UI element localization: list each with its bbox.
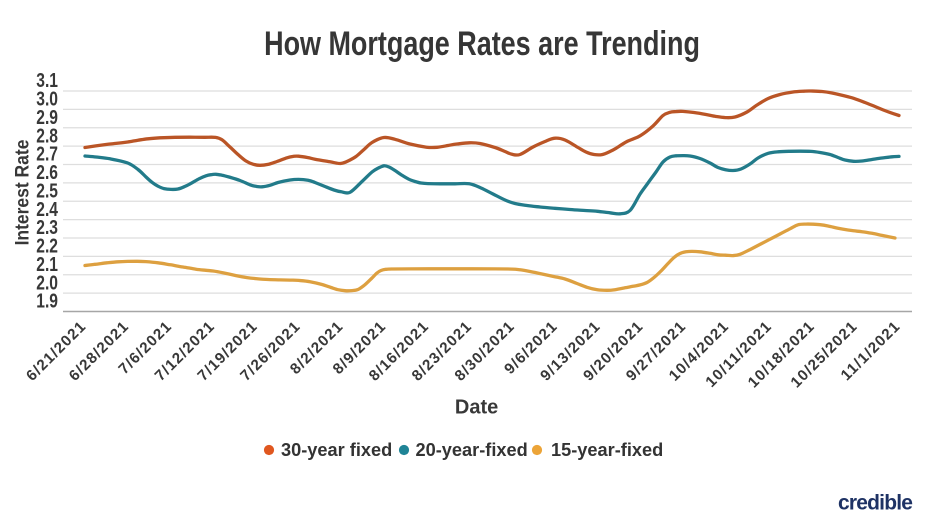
svg-text:2.0: 2.0: [36, 272, 58, 294]
svg-text:15-year-fixed: 15-year-fixed: [551, 440, 663, 460]
svg-text:2.1: 2.1: [36, 254, 58, 276]
svg-text:30-year fixed: 30-year fixed: [281, 440, 392, 460]
svg-text:2.9: 2.9: [36, 107, 58, 129]
svg-text:2.4: 2.4: [36, 199, 58, 221]
svg-text:How Mortgage Rates are Trendin: How Mortgage Rates are Trending: [264, 24, 700, 63]
svg-text:3.0: 3.0: [36, 89, 58, 111]
svg-text:3.1: 3.1: [36, 70, 58, 92]
svg-text:1.9: 1.9: [36, 291, 58, 313]
svg-text:credible: credible: [838, 492, 912, 515]
svg-text:2.5: 2.5: [36, 180, 58, 202]
svg-text:2.8: 2.8: [36, 125, 58, 147]
svg-text:Interest Rate: Interest Rate: [11, 140, 33, 246]
svg-text:20-year-fixed: 20-year-fixed: [416, 440, 528, 460]
svg-text:2.6: 2.6: [36, 162, 58, 184]
svg-text:2.7: 2.7: [36, 144, 58, 166]
svg-text:2.2: 2.2: [36, 236, 58, 258]
svg-text:Date: Date: [455, 397, 498, 419]
svg-text:2.3: 2.3: [36, 217, 58, 239]
